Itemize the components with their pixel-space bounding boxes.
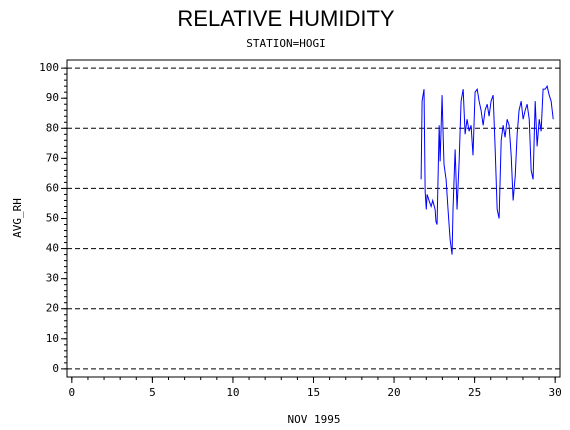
y-tick-label: 60 bbox=[46, 181, 59, 194]
chart-subtitle: STATION=HOGI bbox=[246, 37, 325, 50]
y-tick-label: 30 bbox=[46, 272, 59, 285]
y-tick-label: 20 bbox=[46, 302, 59, 315]
chart-title: RELATIVE HUMIDITY bbox=[177, 6, 395, 31]
x-axis-label: NOV 1995 bbox=[288, 413, 341, 426]
y-tick-label: 40 bbox=[46, 242, 59, 255]
y-tick-label: 50 bbox=[46, 212, 59, 225]
x-tick-label: 0 bbox=[69, 386, 76, 399]
x-tick-label: 20 bbox=[387, 386, 400, 399]
x-tick-label: 25 bbox=[468, 386, 481, 399]
y-tick-label: 70 bbox=[46, 151, 59, 164]
y-tick-label: 100 bbox=[39, 61, 59, 74]
y-axis-label: AVG_RH bbox=[11, 198, 24, 238]
x-tick-label: 30 bbox=[549, 386, 562, 399]
x-tick-label: 10 bbox=[226, 386, 239, 399]
x-tick-label: 5 bbox=[149, 386, 156, 399]
x-tick-label: 15 bbox=[307, 386, 320, 399]
y-tick-label: 0 bbox=[52, 362, 59, 375]
data-line bbox=[420, 84, 554, 255]
y-tick-label: 90 bbox=[46, 91, 59, 104]
y-tick-label: 80 bbox=[46, 121, 59, 134]
y-tick-label: 10 bbox=[46, 332, 59, 345]
